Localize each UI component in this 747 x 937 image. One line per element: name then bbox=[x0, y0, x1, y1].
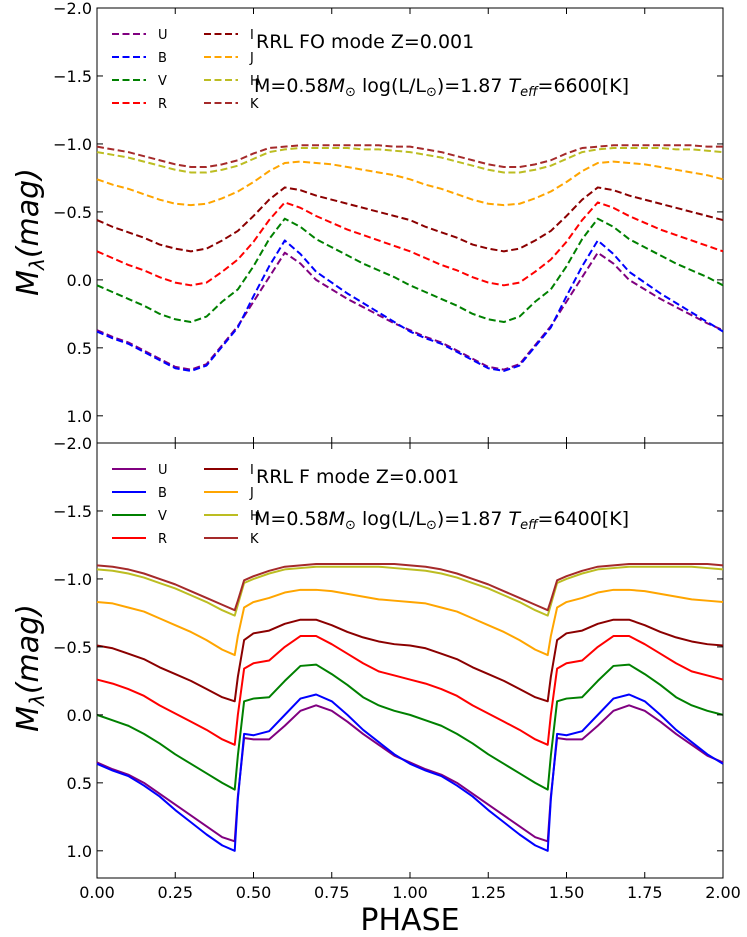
bottom-ytick-label: −0.5 bbox=[53, 638, 92, 657]
top-series-I bbox=[96, 186, 724, 253]
bottom-ytick-label: 0.5 bbox=[67, 774, 92, 793]
bottom-legend-label-U: U bbox=[158, 463, 168, 478]
xtick-label: 0.00 bbox=[79, 883, 115, 902]
top-ytick-label: 0.0 bbox=[67, 271, 92, 290]
top-panel-frame bbox=[96, 7, 724, 444]
xtick-label: 2.00 bbox=[705, 883, 741, 902]
bottom-ylabel: Mλ(mag) bbox=[11, 604, 49, 732]
bottom-series-U bbox=[96, 704, 724, 843]
top-legend-label-B: B bbox=[158, 51, 167, 66]
xtick-label: 1.00 bbox=[392, 883, 428, 902]
bottom-series-V bbox=[96, 663, 724, 791]
top-series-K bbox=[96, 144, 723, 169]
top-series-H bbox=[96, 147, 724, 174]
bottom-ytick-label: 0.0 bbox=[67, 706, 92, 725]
top-series-R bbox=[96, 201, 724, 287]
bottom-series-B bbox=[96, 693, 724, 852]
bottom-ytick-label: −1.0 bbox=[53, 570, 92, 589]
top-legend-label-K: K bbox=[250, 97, 259, 112]
top-ytick-label: −1.0 bbox=[53, 135, 92, 154]
top-ylabel: Mλ(mag) bbox=[11, 168, 49, 296]
top-legend-label-V: V bbox=[158, 74, 167, 89]
bottom-legend-label-J: J bbox=[249, 486, 254, 501]
bottom-annotation-mode: RRL F mode Z=0.001 bbox=[256, 466, 459, 488]
top-ytick-label: 1.0 bbox=[67, 407, 92, 426]
bottom-ytick-label: −1.5 bbox=[53, 502, 92, 521]
top-ytick-label: −2.0 bbox=[53, 0, 92, 18]
top-annotation-mode: RRL FO mode Z=0.001 bbox=[256, 31, 474, 53]
bottom-panel-series bbox=[96, 562, 724, 852]
bottom-annotation-params: M=0.58M⊙ log(L/L⊙)=1.87 Teff=6400[K] bbox=[254, 508, 629, 533]
top-legend-label-J: J bbox=[249, 51, 254, 66]
top-annotation-params: M=0.58M⊙ log(L/L⊙)=1.87 Teff=6600[K] bbox=[254, 75, 629, 100]
bottom-legend-label-K: K bbox=[250, 532, 259, 547]
top-series-J bbox=[96, 160, 724, 207]
bottom-series-I bbox=[96, 618, 724, 703]
top-legend-label-I: I bbox=[250, 28, 254, 43]
bottom-legend-label-B: B bbox=[158, 486, 167, 501]
top-legend-label-R: R bbox=[158, 97, 167, 112]
top-series-V bbox=[96, 217, 724, 324]
top-legend-label-H: H bbox=[250, 74, 260, 89]
bottom-series-H bbox=[96, 565, 724, 617]
bottom-legend-label-V: V bbox=[158, 509, 167, 524]
bottom-legend-label-R: R bbox=[158, 532, 167, 547]
xtick-label: 1.75 bbox=[627, 883, 663, 902]
bottom-legend-label-I: I bbox=[250, 463, 254, 478]
bottom-series-K bbox=[96, 562, 724, 612]
xtick-label: 1.25 bbox=[470, 883, 506, 902]
x-axis-label: PHASE bbox=[360, 903, 459, 937]
top-series-B bbox=[96, 239, 724, 372]
top-series-U bbox=[96, 251, 724, 371]
top-panel-series bbox=[96, 144, 724, 372]
xtick-label: 0.25 bbox=[157, 883, 193, 902]
xtick-label: 0.50 bbox=[236, 883, 272, 902]
top-ytick-label: 0.5 bbox=[67, 339, 92, 358]
top-legend-label-U: U bbox=[158, 28, 168, 43]
top-ytick-label: −1.5 bbox=[53, 67, 92, 86]
bottom-legend-label-H: H bbox=[250, 509, 260, 524]
bottom-ytick-label: −2.0 bbox=[53, 434, 92, 453]
axis-ticks: −2.0 −1.5 −1.0 −0.5 0.0 0.5 1.0 −2.0 −1.5 −1.0 −0.… bbox=[53, 0, 741, 902]
xtick-label: 0.75 bbox=[314, 883, 350, 902]
bottom-ytick-label: 1.0 bbox=[67, 842, 92, 861]
bottom-series-J bbox=[96, 588, 724, 657]
top-ytick-label: −0.5 bbox=[53, 203, 92, 222]
bottom-series-R bbox=[96, 635, 724, 746]
xtick-label: 1.50 bbox=[549, 883, 585, 902]
